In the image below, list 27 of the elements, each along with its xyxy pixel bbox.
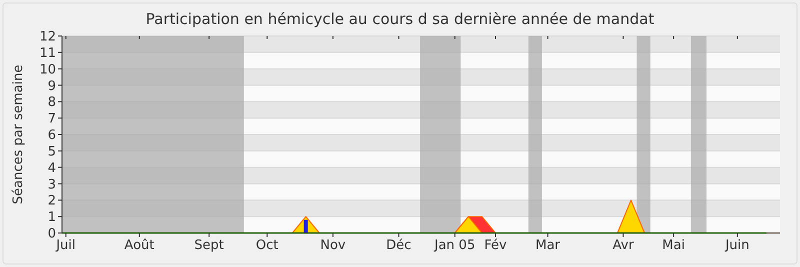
y-tick-label: 8 — [48, 95, 56, 110]
y-tick-label: 2 — [48, 194, 56, 209]
x-tick-label: Mar — [535, 238, 561, 253]
x-tick-label: Oct — [256, 238, 278, 253]
y-tick-label: 7 — [48, 112, 56, 127]
y-tick-label: 5 — [48, 144, 56, 160]
x-tick-label: Fév — [484, 238, 508, 253]
x-tick-label: Sept — [194, 238, 224, 253]
x-tick-label: Juil — [55, 238, 76, 253]
x-tick-label: Juin — [724, 238, 750, 253]
y-tick-label: 11 — [39, 46, 56, 61]
y-tick-label: 12 — [39, 30, 56, 45]
x-tick-label: Jan 05 — [434, 238, 476, 253]
y-tick-label: 1 — [48, 210, 56, 226]
y-tick-label: 3 — [48, 177, 56, 192]
y-tick-label: 0 — [48, 226, 56, 242]
y-tick-label: 6 — [48, 128, 56, 144]
y-tick-label: 10 — [39, 62, 56, 78]
y-tick-label: 9 — [48, 78, 56, 94]
x-tick-label: Août — [124, 238, 154, 253]
chart-title: Participation en hémicycle au cours d sa dernière année de mandat — [146, 10, 654, 28]
x-tick-label: Avr — [612, 238, 634, 253]
x-tick-label: Déc — [386, 238, 412, 253]
y-axis-title: Séances par semaine — [11, 64, 26, 204]
x-tick-label: Mai — [662, 238, 685, 253]
y-tick-label: 4 — [48, 160, 56, 176]
x-tick-label: Nov — [320, 238, 346, 253]
